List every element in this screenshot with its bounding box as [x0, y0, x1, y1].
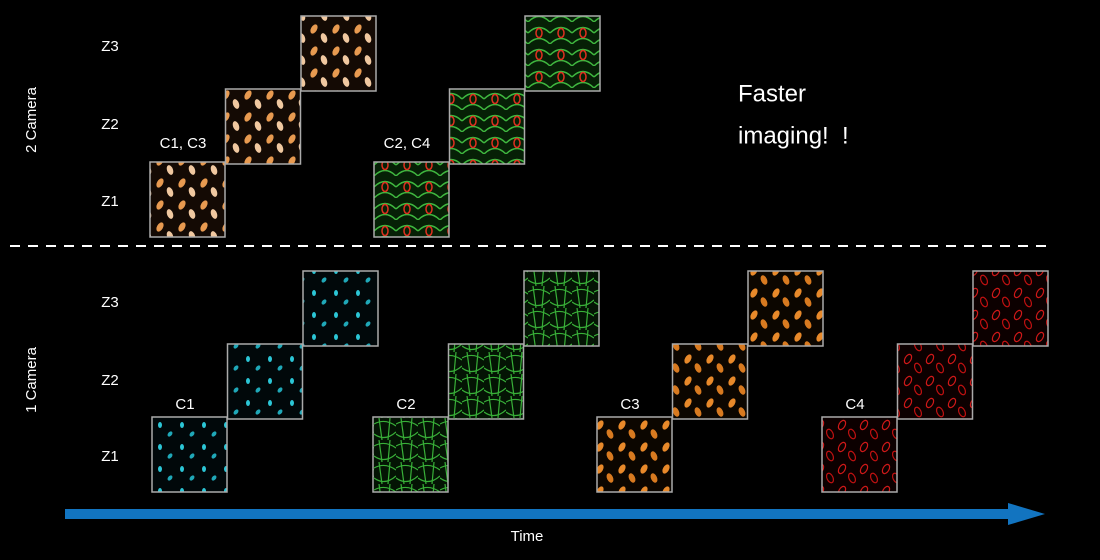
- section-label: 1 Camera: [23, 346, 40, 413]
- z-label: Z1: [101, 448, 119, 465]
- channel-label: C3: [620, 396, 639, 413]
- image-tile: [149, 161, 226, 238]
- image-tile: [523, 270, 600, 347]
- z-label: Z3: [101, 38, 119, 55]
- image-tile: [302, 270, 379, 347]
- image-tile: [596, 416, 673, 493]
- image-tile: [224, 88, 302, 165]
- channel-label: C2, C4: [384, 135, 431, 152]
- image-tile: [747, 270, 824, 347]
- channel-label: C1, C3: [160, 135, 207, 152]
- arrow-head: [1008, 503, 1045, 525]
- image-tile: [448, 88, 526, 165]
- image-tile: [151, 416, 228, 493]
- note-line: Faster: [738, 80, 806, 107]
- image-tile: [372, 416, 449, 493]
- image-tile: [447, 343, 525, 420]
- image-tile: [972, 270, 1049, 347]
- note-line: imaging! !: [738, 122, 849, 149]
- channel-label: C2: [396, 396, 415, 413]
- image-tile: [300, 15, 377, 92]
- section-label: 2 Camera: [23, 86, 40, 153]
- channel-label: C1: [175, 396, 194, 413]
- z-label: Z1: [101, 193, 119, 210]
- image-tile: [671, 343, 749, 420]
- z-label: Z2: [101, 116, 119, 133]
- image-tile: [524, 15, 601, 92]
- image-tile: [373, 161, 450, 238]
- image-tile: [896, 343, 974, 420]
- z-label: Z2: [101, 372, 119, 389]
- channel-label: C4: [845, 396, 864, 413]
- time-label: Time: [511, 528, 544, 545]
- z-label: Z3: [101, 294, 119, 311]
- image-tile: [821, 416, 898, 493]
- image-tile: [226, 343, 304, 420]
